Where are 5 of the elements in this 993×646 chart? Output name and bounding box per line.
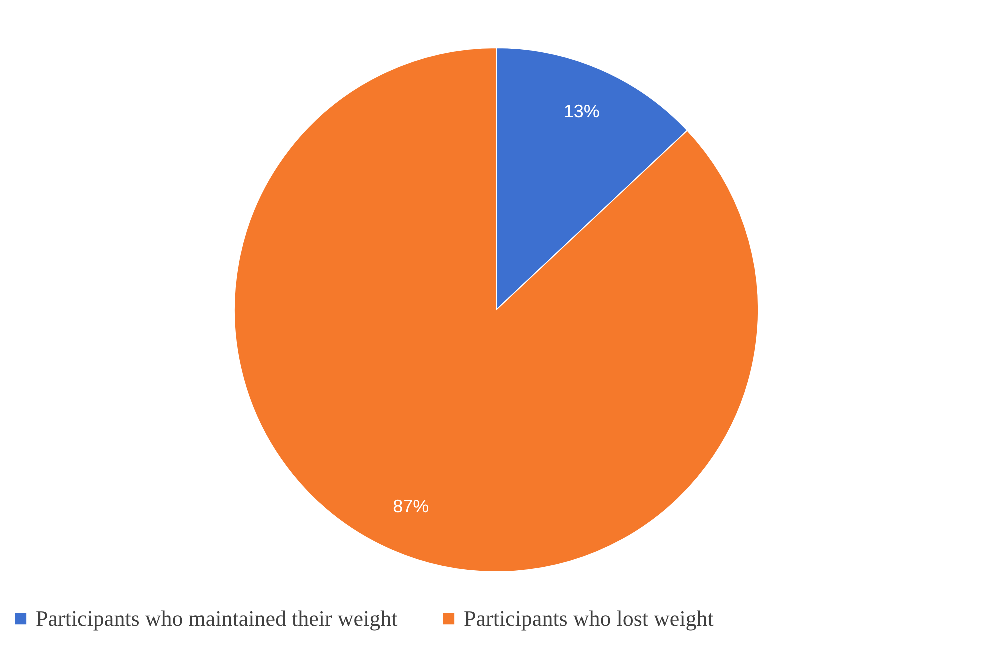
pie-slice — [234, 48, 759, 572]
legend-label: Participants who maintained their weight — [36, 606, 398, 631]
data-label: 87% — [393, 496, 430, 516]
data-label: 13% — [564, 102, 600, 122]
legend-label: Participants who lost weight — [464, 606, 714, 631]
